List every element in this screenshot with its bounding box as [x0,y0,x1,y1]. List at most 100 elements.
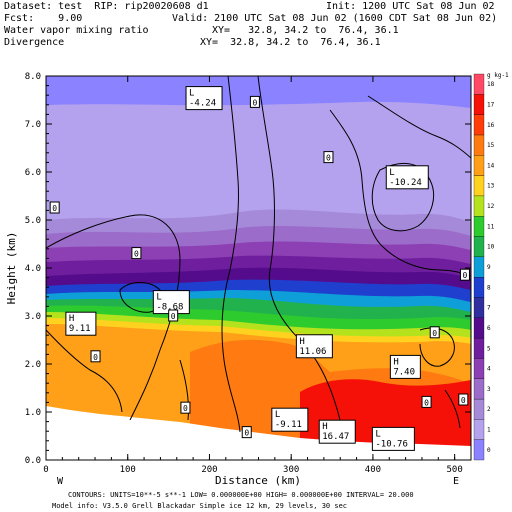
header-line1-left: Dataset: test RIP: rip20020608 d1 [4,1,209,12]
contour-value-box [180,401,191,414]
header-line3-left: Water vapor mixing ratio [4,25,149,36]
colorbar-level-label: 7 [487,305,491,312]
contour-value-label: 0 [432,329,437,338]
colorbar-swatch [473,277,485,298]
header-line4-left: Divergence [4,37,65,48]
colorbar-swatch [473,175,485,197]
colorbar-unit-label: g kg-1 [487,72,509,79]
colorbar-swatch [473,73,485,95]
contour-value-box [49,201,60,214]
y-tick-label: 2.0 [25,360,41,370]
x-axis-label: Distance (km) [215,474,301,487]
colorbar-swatch [473,216,485,237]
extremum-box [295,334,333,359]
y-tick-label: 3.0 [25,312,41,322]
contour-value-label: 0 [424,398,429,407]
colorbar-level-label: 14 [487,162,495,169]
contour-value-box [241,426,252,439]
colorbar-swatch [473,114,485,136]
colorbar-swatch [473,94,485,115]
y-tick-label: 7.0 [25,120,41,130]
colorbar-swatch [473,378,485,400]
contour-value-label: 0 [463,271,468,280]
extremum-box [371,426,415,451]
colorbar-level-label: 11 [487,223,495,230]
contour-value-box [323,151,334,164]
colorbar-swatch [473,195,485,217]
colorbar-level-label: 6 [487,325,491,332]
y-axis-label: Height (km) [5,232,18,305]
colorbar-level-label: 8 [487,284,491,291]
y-tick-label: 1.0 [25,408,41,418]
extremum-letter: L [275,410,280,420]
annotations: L-4.24L-10.24L-8.68H9.11H11.06H7.40L-9.1… [65,86,429,451]
extremum-box [271,407,309,432]
colorbar-swatch [473,439,485,461]
contour-value-box [429,326,440,339]
contour-value-box [421,395,432,408]
contour-value-box [90,350,101,363]
extremum-letter: H [299,337,304,347]
x-tick-label: 200 [201,465,217,475]
contour-value-label: 0 [326,154,331,163]
extremum-letter: L [375,429,380,439]
extremum-value: 11.06 [299,347,326,357]
extremum-letter: L [389,168,394,178]
colorbar-swatch [473,317,485,339]
extremum-box [318,419,356,444]
colorbar-level-label: 16 [487,122,495,129]
extremum-box [385,165,429,190]
extremum-value: 9.11 [69,324,91,334]
colorbar-level-label: 12 [487,203,495,210]
header-line2-left: Fcst: 9.00 [4,13,83,24]
extremum-letter: H [393,357,398,367]
extremum-letter: L [156,293,161,303]
extremum-value: -4.24 [189,99,216,109]
y-tick-label: 5.0 [25,216,41,226]
colorbar-level-label: 1 [487,427,491,434]
y-tick-label: 4.0 [25,264,41,274]
x-tick-label: 400 [365,465,381,475]
footer-contours: CONTOURS: UNITS=10**-5 s**-1 LOW= 0.0000… [68,491,414,499]
colorbar-level-label: 3 [487,386,491,393]
colorbar-swatch [473,155,485,176]
contour-value-label: 0 [52,204,57,213]
contour-value-box [459,268,470,281]
colorbar-level-label: 13 [487,183,495,190]
contour-value-label: 0 [252,98,257,107]
colorbar-level-label: 0 [487,447,491,454]
colorbar-level-label: 2 [487,406,491,413]
extremum-value: -10.24 [389,178,422,188]
contour-labels: 0 0 0 0 0 0 0 0 0 0 0 0 [49,95,470,439]
plot-area [46,76,471,460]
contour-value-label: 0 [183,404,188,413]
header-line1-right: Init: 1200 UTC Sat 08 Jun 02 [326,1,495,12]
colorbar-swatch [473,337,485,359]
contour-value-box [249,95,260,108]
colorbar-swatch [473,256,485,278]
colorbar-swatch [473,134,485,156]
contour-value-box [168,309,179,322]
extremum-box [389,354,421,379]
colorbar-swatch [473,358,485,379]
fill-top-dryest [46,76,471,108]
colorbar-level-label: 17 [487,101,495,108]
colorbar-swatch [473,398,485,420]
extremum-value: -8.68 [156,303,183,313]
axes: 0 100 200 300 400 500 0.0 1.0 2.0 3.0 4.0 5.0 6.0 7.0… [25,72,472,475]
extremum-box [185,86,223,111]
header-line2-right: Valid: 2100 UTC Sat 08 Jun 02 (1600 CDT … [172,13,498,24]
colorbar-level-label: 15 [487,142,495,149]
y-tick-label: 8.0 [25,72,41,82]
extremum-value: 16.47 [322,432,349,442]
x-tick-label: 300 [283,465,299,475]
x-axis-right-end-label: E [453,476,459,487]
x-tick-label: 500 [447,465,463,475]
contour-value-box [458,393,469,406]
y-tick-label: 6.0 [25,168,41,178]
extremum-box [65,311,97,336]
x-axis-left-end-label: W [57,476,64,487]
colorbar-level-label: 10 [487,244,495,251]
colorbar-level-label: 9 [487,264,491,271]
